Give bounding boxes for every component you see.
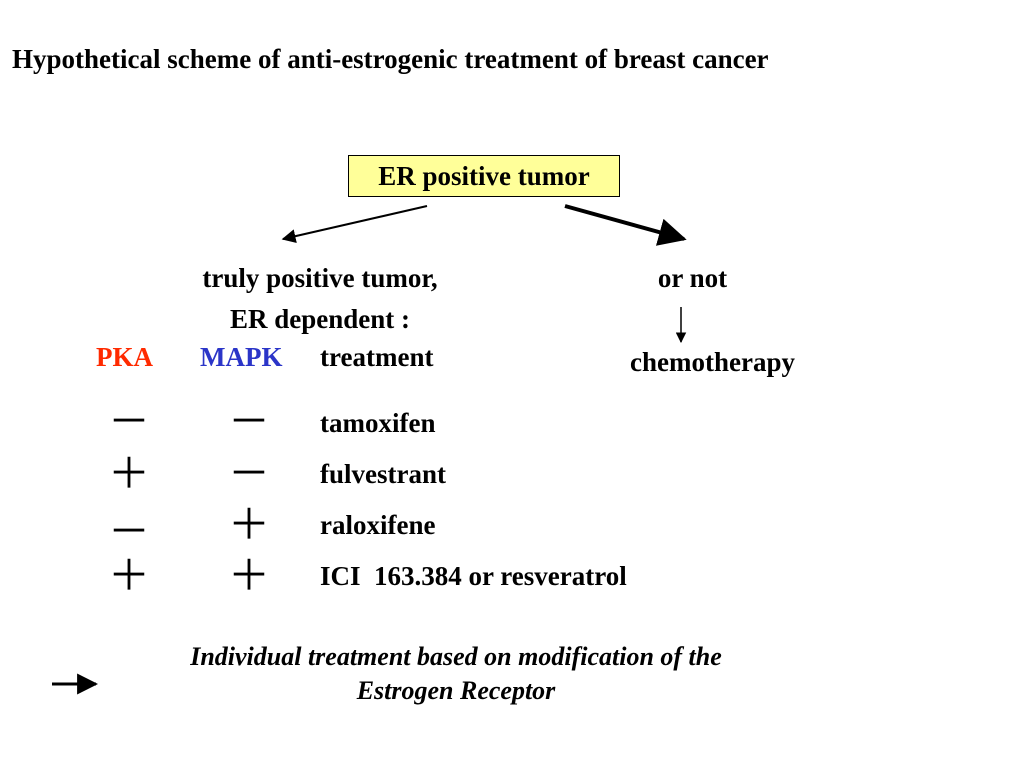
arrow-to-truly-positive <box>281 205 428 244</box>
chemotherapy-label: chemotherapy <box>630 347 795 377</box>
row-4-mapk-sign: ＋ <box>228 554 271 600</box>
row-3-treatment: raloxifene <box>320 510 436 540</box>
row-1-treatment: tamoxifen <box>320 408 436 438</box>
row-2-treatment: fulvestrant <box>320 459 446 489</box>
header-treatment: treatment <box>320 342 434 372</box>
slide-title: Hypothetical scheme of anti-estrogenic t… <box>12 44 769 74</box>
row-3-mapk-sign: ＋ <box>228 503 271 549</box>
footer-line2: Estrogen Receptor <box>356 676 556 705</box>
header-pka: PKA <box>96 342 153 372</box>
row-1-mapk-sign: － <box>228 400 271 446</box>
root-node-er-positive-tumor: ER positive tumor <box>348 155 620 197</box>
root-node-label: ER positive tumor <box>378 160 590 191</box>
left-branch-line1: truly positive tumor, <box>202 263 438 293</box>
row-2-pka-sign: ＋ <box>108 452 151 498</box>
row-3-pka-sign: － <box>108 510 151 556</box>
left-branch-line2: ER dependent : <box>229 304 411 334</box>
row-2-mapk-sign: － <box>228 452 271 498</box>
header-mapk: MAPK <box>200 342 283 372</box>
row-1-pka-sign: － <box>108 400 151 446</box>
row-4-treatment: ICI 163.384 or resveratrol <box>320 561 627 591</box>
right-branch-label: or not <box>657 263 728 293</box>
footer-conclusion: Individual treatment based on modificati… <box>100 640 812 708</box>
row-4-pka-sign: ＋ <box>108 554 151 600</box>
arrow-to-or-not <box>564 204 687 246</box>
footer-line1: Individual treatment based on modificati… <box>190 642 722 671</box>
